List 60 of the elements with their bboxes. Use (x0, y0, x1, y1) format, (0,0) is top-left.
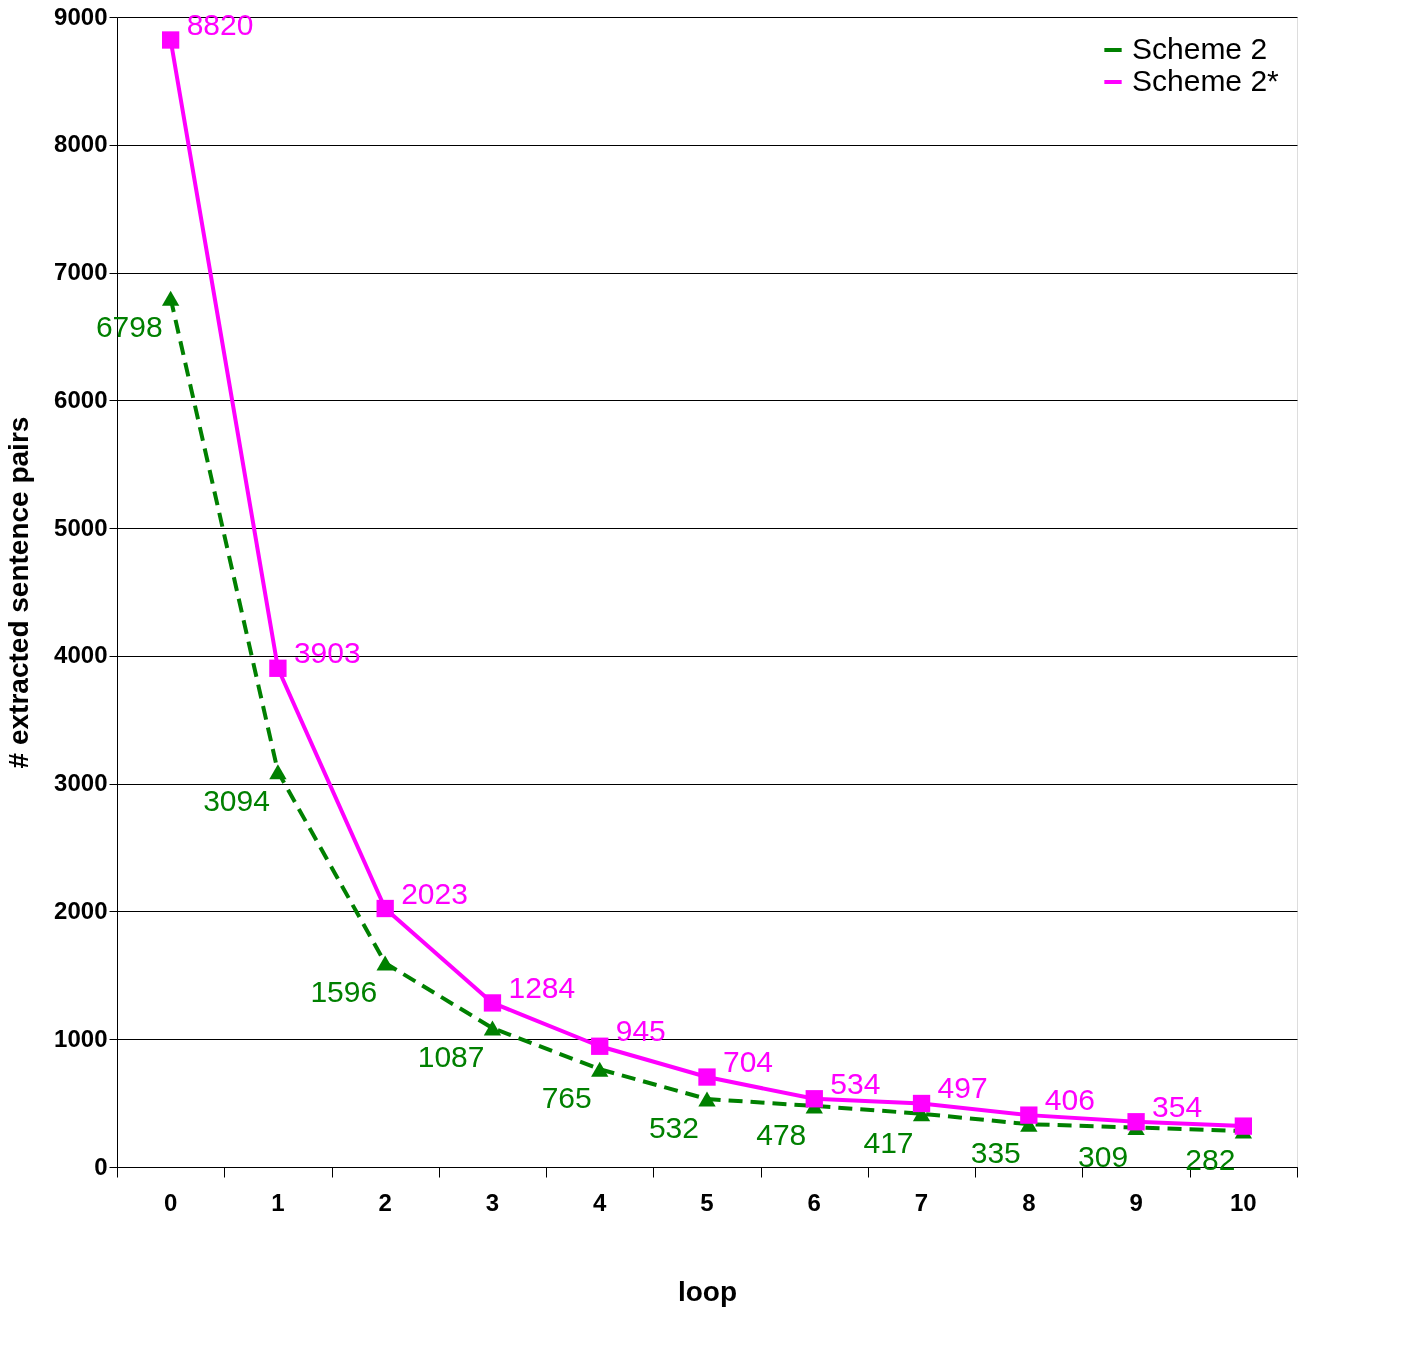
point (912, 1094, 931, 1113)
x-tick-label: 1 (271, 1189, 285, 1216)
x-tick-label: 6 (807, 1189, 821, 1216)
data-label: 3094 (203, 783, 270, 817)
x-axis-title: loop (677, 1275, 738, 1307)
y-tick-label: 6000 (54, 385, 108, 413)
data-label: 765 (541, 1081, 592, 1115)
legend-label: Scheme 2 (1132, 32, 1268, 65)
data-label: 497 (937, 1071, 988, 1105)
data-label: 8820 (186, 8, 254, 41)
data-label: 532 (648, 1111, 699, 1145)
data-label: 417 (863, 1125, 914, 1159)
data-label: 2023 (401, 876, 468, 910)
point (269, 659, 287, 677)
point (161, 290, 180, 306)
data-label: 309 (1078, 1139, 1129, 1173)
y-axis-title: # extracted sentence pairs (3, 416, 35, 769)
x-tick-label: 8 (1022, 1189, 1036, 1216)
x-tick-label: 10 (1230, 1189, 1257, 1216)
x-tick-label: 5 (700, 1189, 714, 1216)
y-tick-label: 8000 (54, 130, 108, 158)
data-label: 534 (830, 1066, 881, 1100)
y-tick-label: 7000 (54, 258, 108, 286)
x-tick-label: 0 (163, 1189, 178, 1216)
x-tick-label: 9 (1129, 1189, 1143, 1216)
x-tick-label: 7 (914, 1189, 929, 1216)
data-label: 704 (723, 1045, 774, 1079)
data-label: 1087 (417, 1040, 485, 1074)
point (698, 1091, 716, 1107)
x-tick-label: 3 (485, 1189, 500, 1216)
point (591, 1037, 609, 1055)
point (1234, 1117, 1253, 1135)
y-tick-label: 5000 (54, 513, 108, 541)
point (1020, 1106, 1038, 1124)
y-tick-label: 3000 (54, 769, 108, 797)
point (1127, 1113, 1145, 1131)
y-tick-label: 9000 (54, 2, 108, 30)
legend-label: Scheme 2* (1132, 64, 1280, 97)
data-label: 478 (756, 1117, 807, 1151)
y-tick-label: 1000 (54, 1024, 108, 1052)
data-label: 945 (615, 1014, 666, 1048)
data-label: 335 (970, 1136, 1021, 1170)
data-label: 1596 (310, 975, 378, 1009)
y-tick-label: 0 (94, 1152, 108, 1180)
point (269, 764, 287, 780)
point (805, 1090, 823, 1108)
point (161, 31, 180, 49)
point (483, 1020, 502, 1036)
point (591, 1061, 609, 1077)
point (698, 1068, 716, 1086)
data-label: 406 (1044, 1083, 1095, 1117)
data-label: 354 (1152, 1089, 1203, 1123)
data-label: 1284 (508, 970, 576, 1004)
x-tick-label: 2 (378, 1189, 392, 1216)
y-tick-label: 2000 (54, 896, 108, 924)
point (376, 955, 394, 971)
point (483, 994, 502, 1012)
x-tick-label: 4 (593, 1189, 608, 1216)
y-tick-label: 4000 (54, 641, 108, 669)
point (376, 899, 394, 918)
